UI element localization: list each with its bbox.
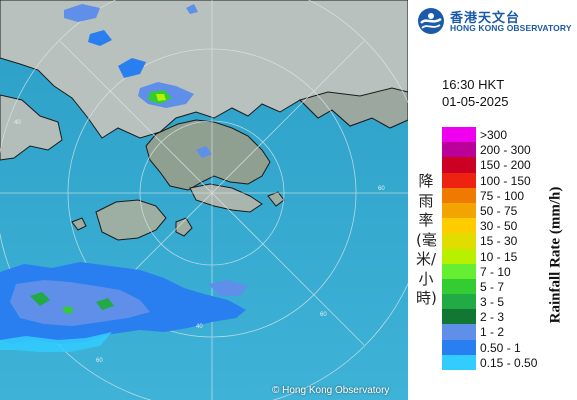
legend-label: 15 - 30 [480, 234, 518, 249]
legend-label: 50 - 75 [480, 203, 518, 218]
rainfall-scale: >300 200 - 300 150 - 200 100 - 150 75 - 100 5… [442, 127, 572, 370]
ring-label: 60 [96, 358, 103, 364]
kowloon-hk-island [189, 183, 263, 213]
radar-map[interactable]: 40 60 40 60 60 © Hong Kong Observatory [0, 0, 408, 400]
org-name-zh: 香港天文台 [450, 11, 521, 26]
legend-swatch [442, 278, 476, 295]
legend-label: 100 - 150 [480, 173, 531, 188]
mainland-west-peninsula [0, 94, 63, 161]
legend-label: 1 - 2 [480, 325, 505, 340]
radar-time: 16:30 HKT [442, 77, 505, 92]
legend-label: 0.50 - 1 [480, 340, 521, 355]
hko-emblem-icon [418, 8, 444, 34]
info-panel: 香港天文台 HONG KONG OBSERVATORY 16:30 HKT 01… [408, 0, 577, 400]
legend-label: 200 - 300 [480, 143, 531, 158]
hko-logo: 香港天文台 HONG KONG OBSERVATORY [416, 6, 576, 36]
legend-row: 200 - 300 [442, 142, 572, 158]
legend-row: 30 - 50 [442, 218, 572, 234]
legend-swatch [442, 248, 476, 264]
legend-row: 75 - 100 [442, 187, 572, 203]
legend-row: 0.50 - 1 [442, 339, 572, 355]
legend-title-zh: 降雨率(毫米/小時) [416, 172, 437, 307]
legend-swatch [442, 127, 476, 143]
ring-label: 60 [320, 312, 327, 318]
radar-date: 01-05-2025 [442, 94, 509, 109]
legend-row: 15 - 30 [442, 233, 572, 249]
legend-label: 2 - 3 [480, 310, 505, 325]
legend-swatch [442, 294, 476, 310]
legend-row: 100 - 150 [442, 172, 572, 188]
lamma-island [175, 217, 193, 237]
legend-label: 30 - 50 [480, 219, 518, 234]
legend-row: 5 - 7 [442, 278, 572, 295]
legend-swatch [442, 172, 476, 188]
legend-label: 7 - 10 [480, 264, 511, 279]
legend-row: 150 - 200 [442, 157, 572, 173]
org-name-en: HONG KONG OBSERVATORY [450, 23, 572, 33]
legend-swatch [442, 218, 476, 234]
legend-row: 0.15 - 0.50 [442, 354, 572, 370]
legend-row: 2 - 3 [442, 309, 572, 325]
legend-swatch [442, 142, 476, 158]
rain-echo-north [64, 4, 212, 158]
ring-label: 40 [14, 120, 21, 126]
legend-swatch [442, 157, 476, 173]
legend-swatch [442, 324, 476, 340]
legend-row: 10 - 15 [442, 248, 572, 264]
ring-label: 40 [196, 324, 203, 330]
rain-echo-south [0, 262, 248, 352]
ring-label: 60 [378, 186, 385, 192]
legend-label: 10 - 15 [480, 249, 518, 264]
legend-swatch [442, 233, 476, 249]
legend-label: 5 - 7 [480, 279, 505, 294]
legend-row: 50 - 75 [442, 202, 572, 219]
legend-row: 1 - 2 [442, 324, 572, 340]
lantau-island [95, 199, 167, 241]
legend-swatch [442, 309, 476, 325]
legend-label: 75 - 100 [480, 188, 525, 203]
mainland-east-hills [299, 87, 408, 129]
legend-row: 3 - 5 [442, 294, 572, 310]
legend-swatch [442, 339, 476, 355]
legend-label: 150 - 200 [480, 158, 531, 173]
legend-swatch [442, 187, 476, 203]
copyright-text: © Hong Kong Observatory [272, 385, 390, 396]
legend-row: 7 - 10 [442, 263, 572, 279]
small-island-west [71, 217, 87, 231]
legend-title-en: Rainfall Rate (mm/h) [547, 186, 564, 324]
legend-row: >300 [442, 127, 572, 143]
legend-label: >300 [480, 128, 508, 142]
legend-swatch [442, 263, 476, 279]
legend-label: 0.15 - 0.50 [480, 355, 538, 370]
legend-swatch [442, 354, 476, 370]
legend-swatch [442, 202, 476, 219]
legend-label: 3 - 5 [480, 295, 505, 310]
